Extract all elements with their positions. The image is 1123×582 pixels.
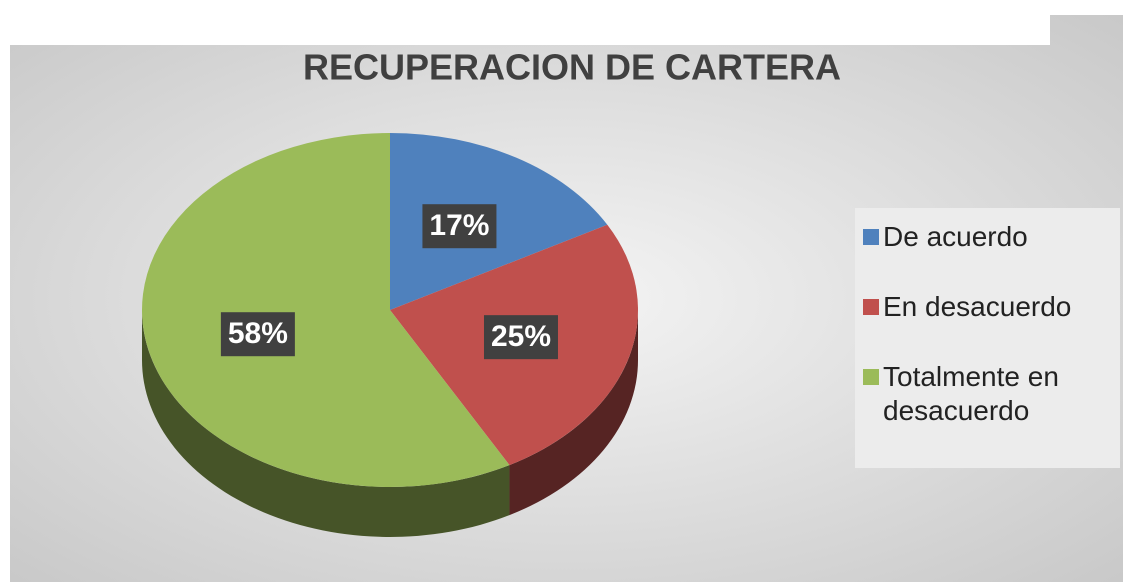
data-label: 58% [228, 317, 288, 350]
data-label: 25% [491, 320, 551, 353]
pie-side [142, 310, 510, 537]
legend-label: Totalmente en desacuerdo [883, 361, 1059, 426]
legend-swatch [863, 369, 879, 385]
legend-item: Totalmente en desacuerdo [863, 360, 1120, 428]
pie-slice [390, 133, 608, 310]
legend-swatch [863, 229, 879, 245]
legend-item: En desacuerdo [863, 290, 1120, 324]
legend-swatch [863, 299, 879, 315]
legend-label: De acuerdo [883, 221, 1028, 252]
legend-label: En desacuerdo [883, 291, 1072, 322]
chart-title: RECUPERACION DE CARTERA [303, 47, 841, 88]
top-band [0, 0, 1050, 45]
data-label-box [422, 204, 497, 249]
pie-slice [141, 133, 510, 487]
data-label: 17% [429, 209, 489, 242]
legend: De acuerdo En desacuerdo Totalmente en des… [855, 208, 1120, 468]
legend-item: De acuerdo [863, 220, 1120, 254]
data-label-box [483, 315, 558, 360]
pie-side [509, 310, 638, 516]
data-label-box [220, 312, 295, 357]
